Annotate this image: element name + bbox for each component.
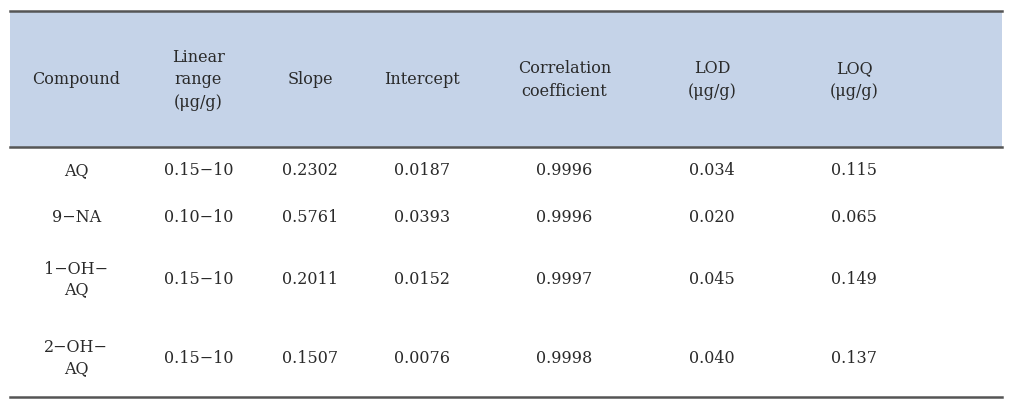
Bar bbox=[10, 12, 1002, 147]
Text: 0.5761: 0.5761 bbox=[282, 208, 339, 225]
Text: 0.9996: 0.9996 bbox=[536, 208, 593, 225]
Text: 0.115: 0.115 bbox=[831, 162, 878, 179]
Text: 0.065: 0.065 bbox=[831, 208, 878, 225]
Text: Slope: Slope bbox=[288, 71, 333, 88]
Text: AQ: AQ bbox=[64, 162, 88, 179]
Text: LOD
(μg/g): LOD (μg/g) bbox=[687, 60, 736, 99]
Text: Intercept: Intercept bbox=[384, 71, 460, 88]
Text: 0.9996: 0.9996 bbox=[536, 162, 593, 179]
Text: 2−OH−
AQ: 2−OH− AQ bbox=[45, 339, 108, 376]
Text: 0.034: 0.034 bbox=[690, 162, 734, 179]
Text: 1−OH−
AQ: 1−OH− AQ bbox=[45, 260, 108, 298]
Text: 0.045: 0.045 bbox=[690, 270, 734, 288]
Text: 0.1507: 0.1507 bbox=[282, 349, 339, 366]
Text: 0.0393: 0.0393 bbox=[394, 208, 451, 225]
Text: 0.2302: 0.2302 bbox=[283, 162, 338, 179]
Text: LOQ
(μg/g): LOQ (μg/g) bbox=[830, 60, 879, 99]
Text: 0.15−10: 0.15−10 bbox=[164, 349, 233, 366]
Text: 0.15−10: 0.15−10 bbox=[164, 270, 233, 288]
Text: 0.137: 0.137 bbox=[831, 349, 878, 366]
Text: 0.15−10: 0.15−10 bbox=[164, 162, 233, 179]
Text: 0.9997: 0.9997 bbox=[536, 270, 593, 288]
Text: 0.9998: 0.9998 bbox=[536, 349, 593, 366]
Text: Linear
range
(μg/g): Linear range (μg/g) bbox=[172, 49, 225, 110]
Text: Correlation
coefficient: Correlation coefficient bbox=[518, 60, 611, 99]
Text: Compound: Compound bbox=[33, 71, 120, 88]
Text: 0.0076: 0.0076 bbox=[394, 349, 451, 366]
Text: 0.10−10: 0.10−10 bbox=[164, 208, 233, 225]
Text: 0.0152: 0.0152 bbox=[394, 270, 451, 288]
Text: 0.040: 0.040 bbox=[690, 349, 734, 366]
Text: 0.149: 0.149 bbox=[831, 270, 878, 288]
Text: 0.020: 0.020 bbox=[690, 208, 734, 225]
Text: 9−NA: 9−NA bbox=[52, 208, 101, 225]
Text: 0.0187: 0.0187 bbox=[394, 162, 451, 179]
Text: 0.2011: 0.2011 bbox=[282, 270, 339, 288]
